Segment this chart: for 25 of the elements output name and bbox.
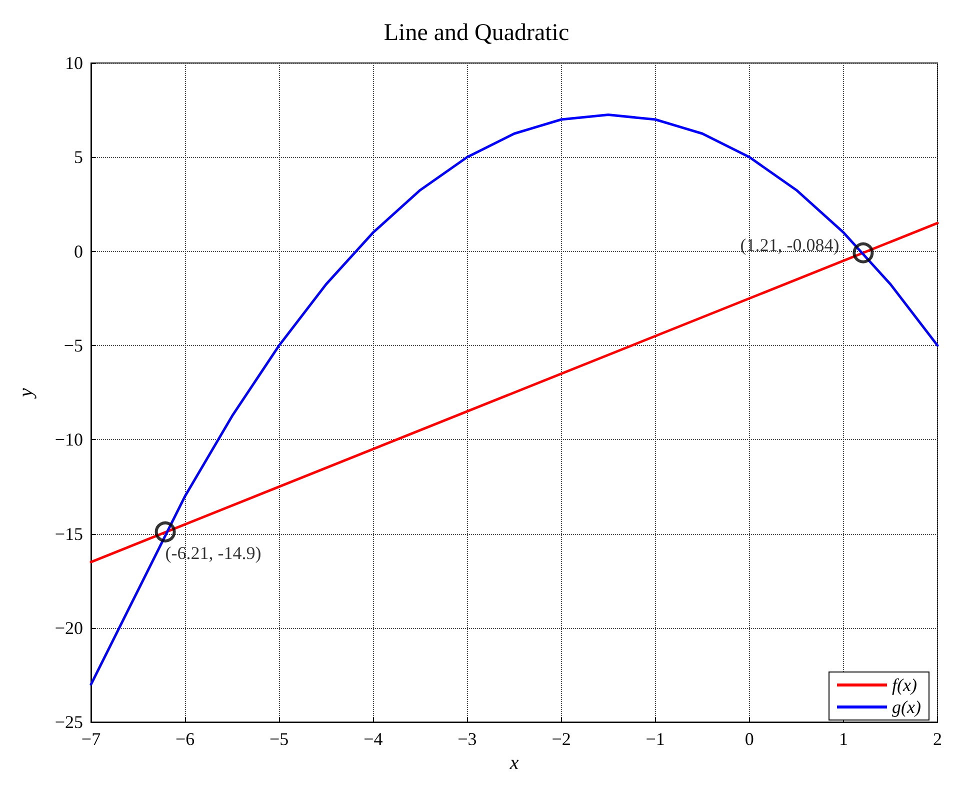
x-tick-label: −1 <box>646 729 665 750</box>
x-tick-label: 0 <box>744 729 754 750</box>
legend-label: g(x) <box>892 697 922 717</box>
y-tick-label: 10 <box>65 53 83 73</box>
x-tick-label: 1 <box>838 729 848 750</box>
y-tick-label: −5 <box>64 335 83 356</box>
annotation: (1.21, -0.084) <box>740 234 840 255</box>
x-tick-label: −5 <box>270 729 289 750</box>
chart-title: Line and Quadratic <box>384 20 570 46</box>
annotation: (-6.21, -14.9) <box>165 542 262 563</box>
y-axis-title: y <box>15 388 37 399</box>
y-tick-label: −25 <box>54 712 83 732</box>
x-tick-label: −6 <box>175 729 195 750</box>
x-tick-label: −4 <box>364 729 383 750</box>
y-tick-label: 5 <box>74 147 83 168</box>
x-tick-label: −2 <box>552 729 571 750</box>
x-axis-title: x <box>508 752 519 774</box>
x-tick-label: 2 <box>933 729 942 750</box>
y-tick-label: −10 <box>54 430 83 450</box>
y-tick-label: −15 <box>54 524 83 544</box>
legend-label: f(x) <box>892 675 918 695</box>
y-tick-label: −20 <box>54 618 83 638</box>
y-tick-label: 0 <box>74 241 83 262</box>
x-tick-label: −3 <box>458 729 477 750</box>
x-tick-label: −7 <box>81 729 101 750</box>
